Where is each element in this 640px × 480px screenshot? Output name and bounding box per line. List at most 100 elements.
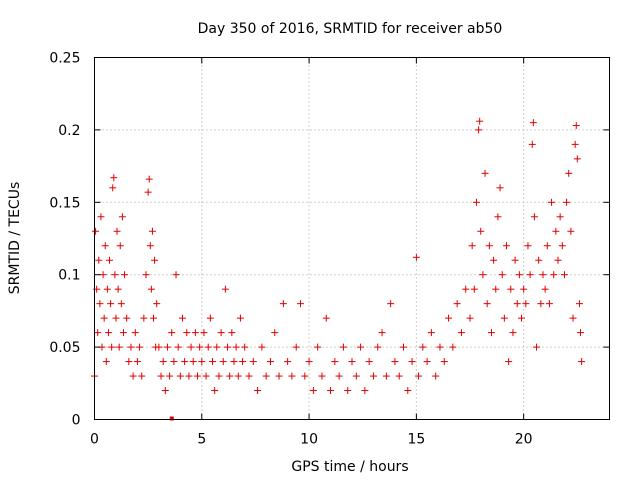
data-point (470, 285, 478, 293)
data-point (232, 343, 240, 351)
data-point (545, 300, 553, 308)
data-point (266, 358, 274, 366)
data-point (558, 242, 566, 250)
data-point (314, 343, 322, 351)
data-point (339, 343, 347, 351)
data-point (567, 227, 575, 235)
y-tick-label: 0.1 (58, 268, 80, 284)
data-point (361, 387, 369, 395)
data-point (395, 372, 403, 380)
y-tick-label: 0.25 (49, 51, 80, 67)
data-point (146, 242, 154, 250)
data-point (226, 372, 234, 380)
data-point (569, 314, 577, 322)
data-point (129, 372, 137, 380)
data-point (168, 329, 176, 337)
data-point (178, 314, 186, 322)
data-point (318, 372, 326, 380)
data-point (301, 372, 309, 380)
data-point (344, 387, 352, 395)
data-point (378, 329, 386, 337)
data-point (572, 122, 580, 130)
data-point (219, 358, 227, 366)
data-point (230, 358, 238, 366)
data-point (200, 329, 208, 337)
data-point (176, 372, 184, 380)
data-point (155, 343, 163, 351)
data-point (147, 285, 155, 293)
data-point (159, 358, 167, 366)
data-point (288, 372, 296, 380)
data-point (507, 285, 515, 293)
data-point (522, 300, 530, 308)
data-point (115, 343, 123, 351)
data-point (297, 300, 304, 308)
data-point (116, 242, 124, 250)
x-tick-label: 20 (515, 432, 533, 448)
data-point (150, 314, 158, 322)
data-point (423, 358, 431, 366)
data-point (183, 329, 191, 337)
data-point (400, 343, 407, 351)
data-point (148, 227, 156, 235)
data-point (170, 358, 178, 366)
data-point (309, 387, 317, 395)
data-point (524, 242, 532, 250)
data-point (475, 126, 483, 134)
data-point (151, 256, 159, 264)
data-point (432, 372, 440, 380)
data-point (492, 285, 500, 293)
plot-frame (94, 57, 610, 420)
data-point (97, 213, 105, 221)
data-point (462, 285, 470, 293)
data-point (556, 213, 564, 221)
data-point (221, 285, 229, 293)
chart-title: Day 350 of 2016, SRMTID for receiver ab5… (198, 21, 503, 37)
data-point (258, 343, 266, 351)
data-point (262, 372, 270, 380)
data-point (365, 358, 373, 366)
data-point (104, 329, 112, 337)
data-point (352, 372, 360, 380)
data-point (106, 256, 114, 264)
data-point (575, 300, 583, 308)
data-point (548, 198, 556, 206)
data-point (213, 343, 221, 351)
data-point (533, 343, 541, 351)
data-point (275, 372, 283, 380)
y-axis-label: SRMTID / TECUs (7, 182, 23, 295)
data-point (449, 343, 457, 351)
data-point (279, 300, 287, 308)
data-point (513, 300, 521, 308)
data-point (408, 358, 416, 366)
x-tick-label: 5 (197, 432, 206, 448)
data-point (571, 140, 579, 148)
data-point (503, 242, 510, 250)
data-points (91, 117, 586, 421)
data-point (117, 300, 125, 308)
data-point (565, 169, 573, 177)
data-point (114, 285, 122, 293)
data-point (530, 213, 538, 221)
data-point (505, 358, 513, 366)
data-point (511, 256, 519, 264)
data-point (110, 174, 118, 182)
x-tick-label: 15 (407, 432, 425, 448)
data-point (466, 314, 474, 322)
data-point (189, 358, 197, 366)
data-point (494, 213, 502, 221)
data-point (157, 372, 165, 380)
data-point (520, 285, 528, 293)
x-tick-label: 0 (90, 432, 99, 448)
data-point (509, 329, 517, 337)
data-point (95, 256, 103, 264)
data-point (196, 343, 204, 351)
data-point (440, 358, 448, 366)
y-tick-label: 0 (72, 413, 81, 429)
data-point (357, 343, 365, 351)
data-point (335, 372, 343, 380)
data-point (103, 285, 111, 293)
data-point (528, 140, 536, 148)
grid-lines (94, 57, 610, 420)
data-point (191, 329, 199, 337)
